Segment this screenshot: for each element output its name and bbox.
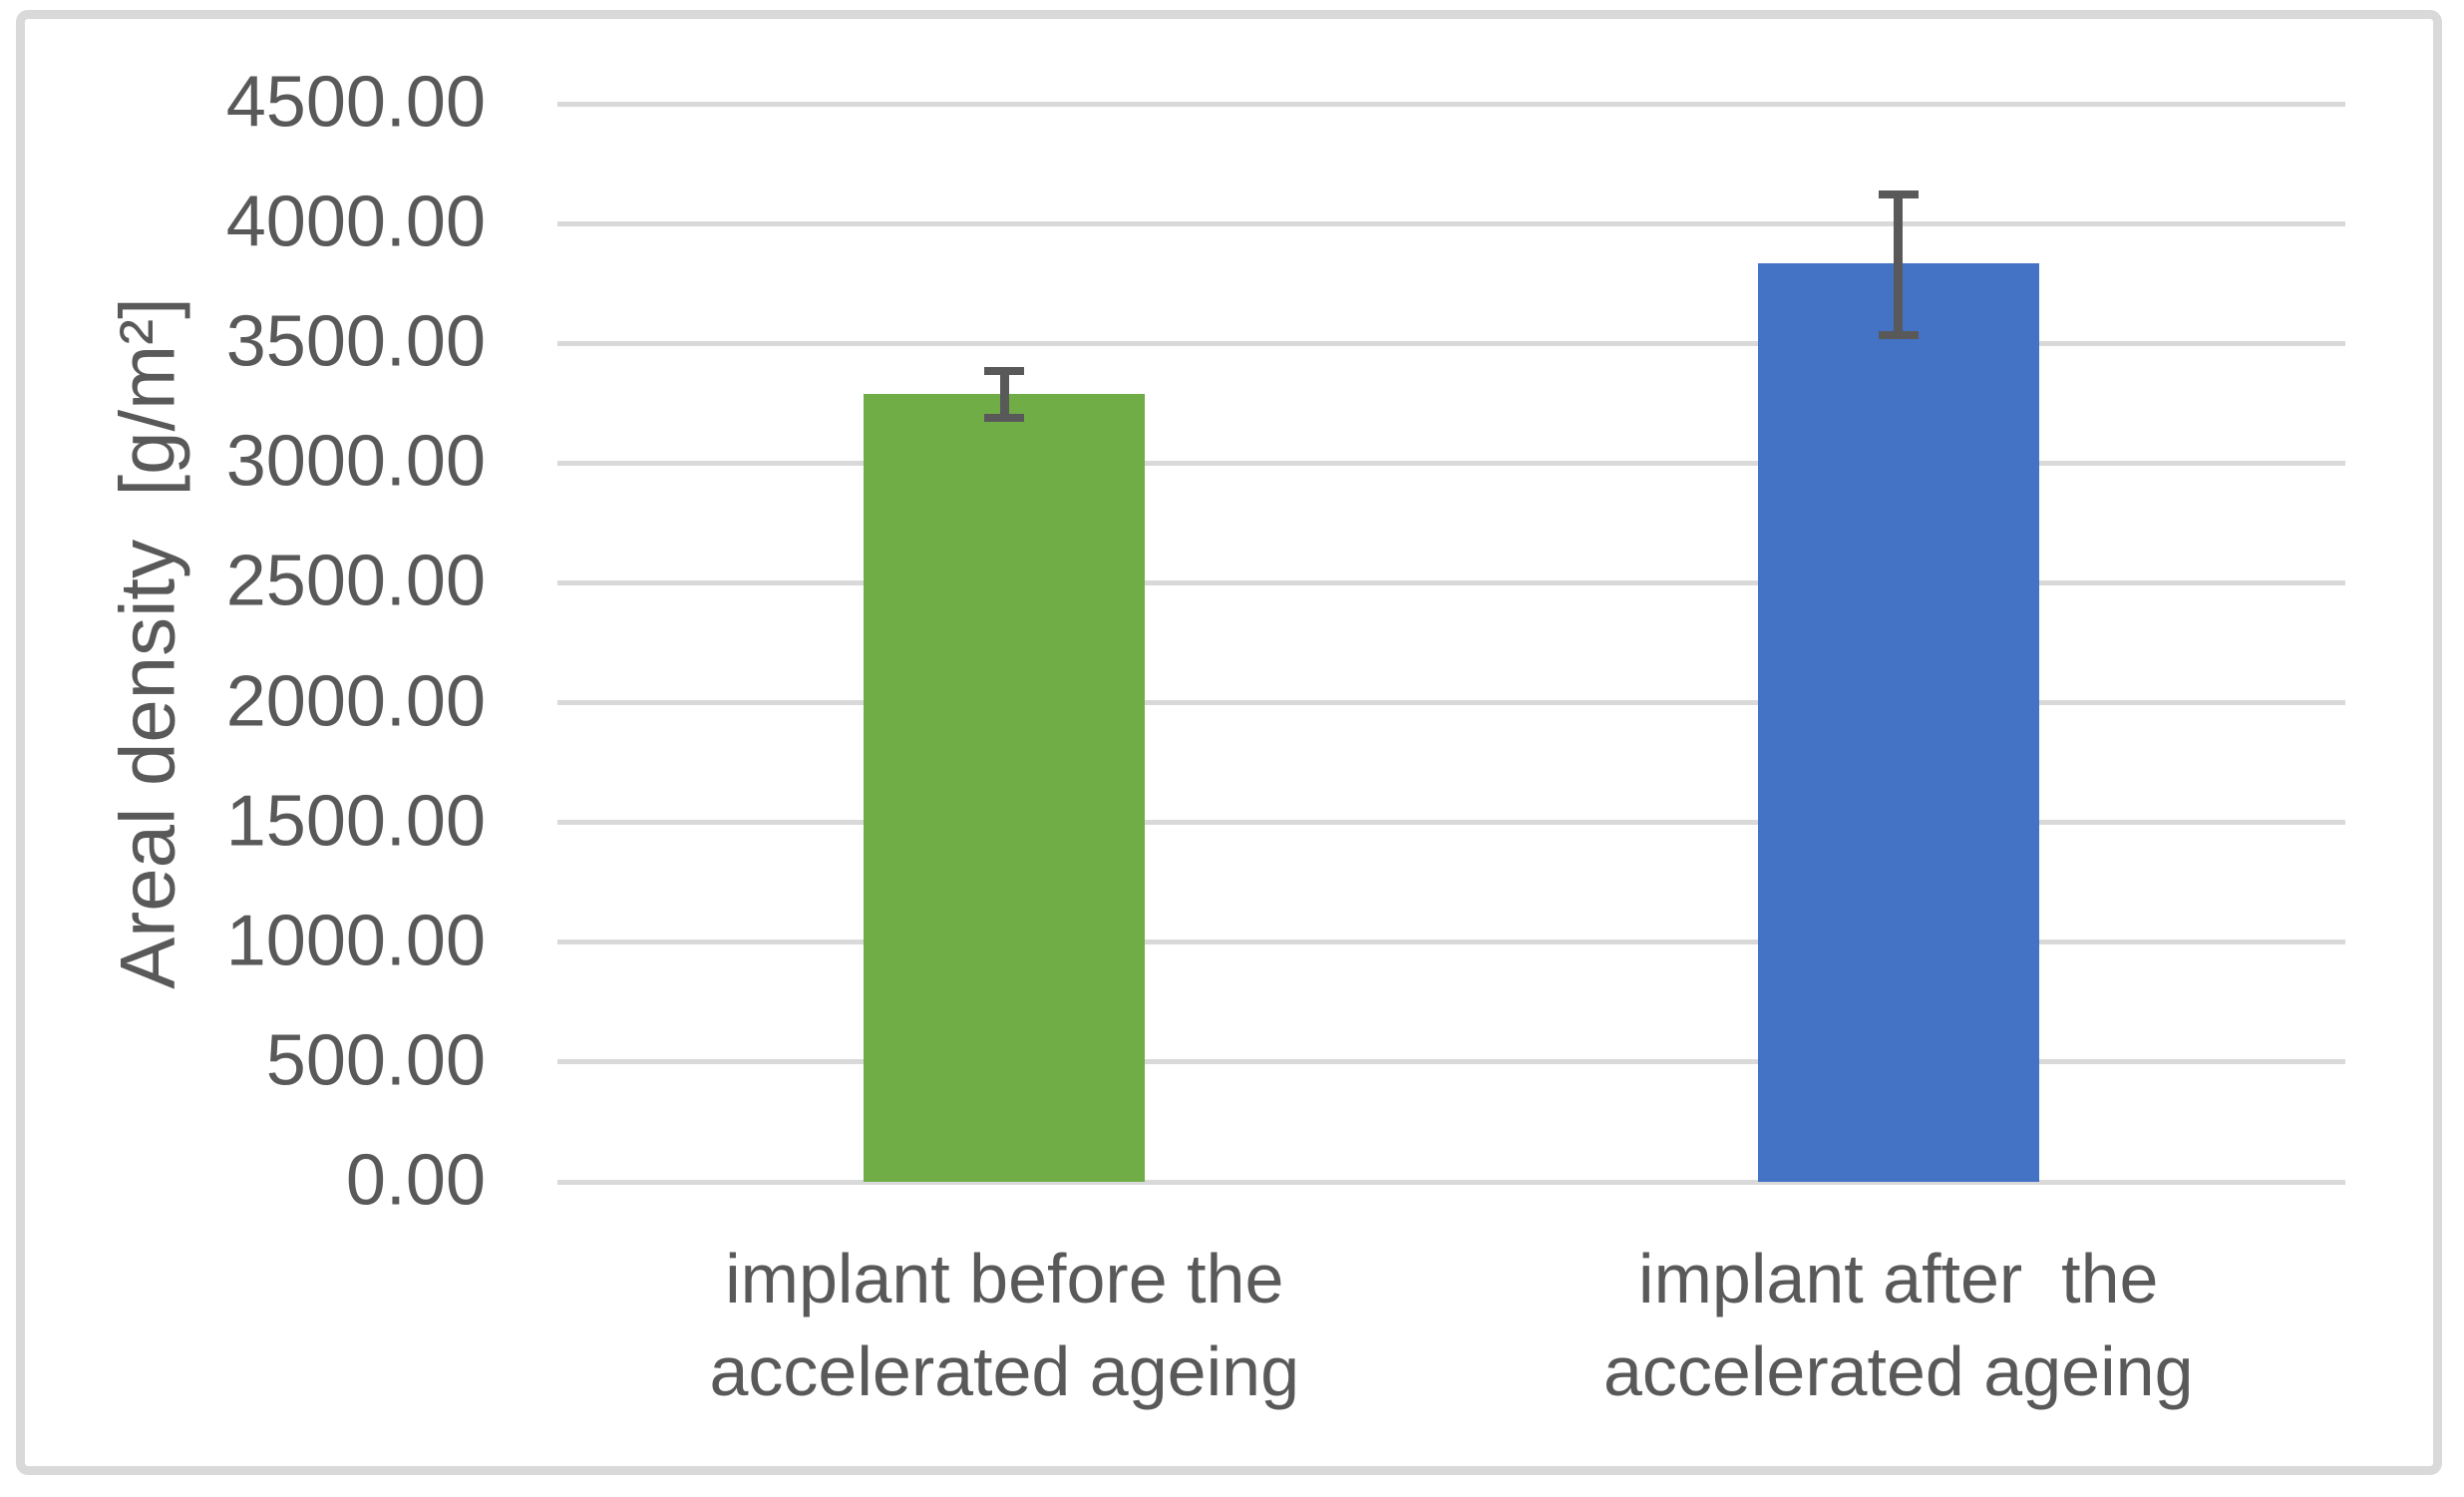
bar-before-ageing — [864, 394, 1146, 1182]
y-axis-tick-label: 2000.00 — [225, 660, 486, 741]
category-label: implant after the accelerated ageing — [1602, 1240, 2194, 1411]
y-axis-tick-label: 0.00 — [345, 1140, 486, 1221]
y-axis-tick-label: 3000.00 — [225, 421, 486, 502]
gridline — [557, 340, 2345, 346]
bar-after-ageing — [1757, 263, 2039, 1182]
gridline — [557, 1059, 2345, 1065]
error-bar-line — [1894, 193, 1904, 336]
plot-area — [557, 101, 2345, 1185]
gridline — [557, 820, 2345, 826]
error-bar-line — [999, 371, 1009, 419]
error-bar-cap-bottom — [984, 414, 1025, 423]
y-axis-tick-label: 4000.00 — [225, 182, 486, 262]
gridline — [557, 101, 2345, 107]
y-axis-tick-label: 500.00 — [265, 1020, 486, 1101]
y-axis-title: Areal density [g/m²] — [103, 297, 191, 989]
gridline — [557, 939, 2345, 945]
category-label: implant before the accelerated ageing — [709, 1240, 1300, 1411]
y-axis-tick-label: 2500.00 — [225, 541, 486, 621]
y-axis-tick-label: 1000.00 — [225, 901, 486, 981]
error-bar-cap-top — [984, 367, 1025, 376]
y-axis-tick-label: 3500.00 — [225, 301, 486, 382]
error-bar-cap-top — [1878, 189, 1919, 198]
gridline — [557, 1179, 2345, 1185]
gridline — [557, 220, 2345, 226]
chart-border — [16, 10, 2442, 1475]
gridline — [557, 460, 2345, 466]
error-bar-cap-bottom — [1878, 331, 1919, 340]
gridline — [557, 700, 2345, 706]
y-axis-tick-label: 4500.00 — [225, 62, 486, 143]
gridline — [557, 579, 2345, 585]
y-axis-tick-label: 1500.00 — [225, 781, 486, 862]
